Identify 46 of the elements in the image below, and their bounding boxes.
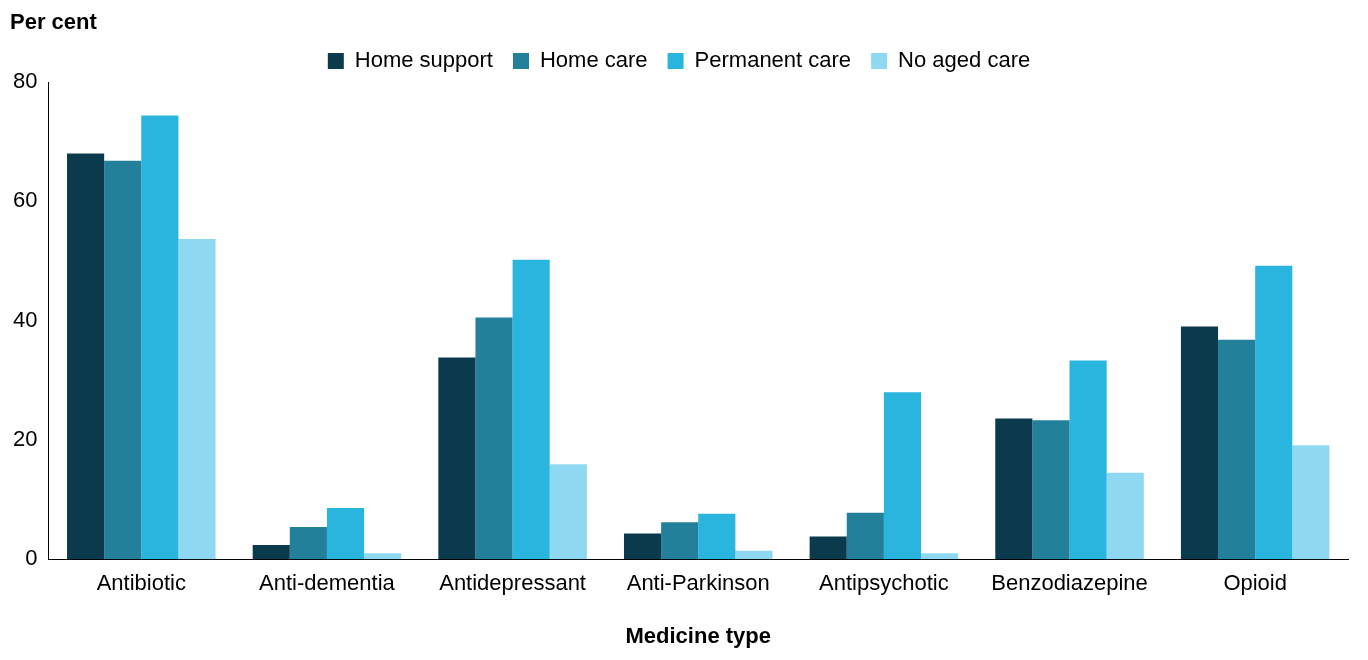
bar [364, 553, 402, 560]
bar [1292, 445, 1330, 560]
x-tick-label: Antidepressant [439, 570, 586, 596]
bar [438, 357, 476, 560]
legend-label: Permanent care [694, 47, 852, 73]
x-tick-label: Antibiotic [96, 570, 186, 596]
y-tick-label: 40 [12, 306, 38, 332]
bar [512, 259, 550, 560]
bar [623, 533, 662, 560]
bar [178, 238, 216, 560]
bar [1218, 339, 1256, 560]
y-tick-label: 60 [12, 187, 38, 213]
bar [883, 392, 922, 560]
bar [995, 418, 1033, 560]
x-tick-label: Anti-Parkinson [626, 570, 770, 596]
x-tick-label: Antipsychotic [819, 570, 949, 596]
bar [549, 464, 587, 560]
bar [1180, 326, 1219, 560]
bar [289, 526, 327, 560]
bar [326, 507, 365, 560]
bar [141, 115, 179, 560]
bar [104, 160, 142, 560]
bar [921, 553, 959, 560]
bar [475, 317, 513, 560]
x-tick-label: Benzodiazepine [991, 570, 1148, 596]
y-axis-title: Per cent [10, 9, 98, 35]
y-tick-label: 20 [12, 425, 38, 451]
bar [1106, 472, 1144, 560]
bar [67, 153, 105, 560]
bar [1069, 360, 1107, 560]
bar [661, 522, 699, 560]
x-tick-label: Anti-dementia [259, 570, 396, 596]
bar [809, 536, 847, 560]
bar [252, 544, 290, 560]
bar [735, 550, 773, 560]
legend-label: No aged care [898, 47, 1031, 73]
bar [698, 513, 736, 560]
x-axis-title: Medicine type [625, 622, 771, 648]
legend-label: Home support [354, 47, 493, 73]
bar [846, 512, 884, 560]
legend-label: Home care [539, 47, 648, 73]
bar [1255, 265, 1293, 560]
y-tick-label: 80 [12, 68, 38, 94]
x-tick-label: Opioid [1223, 570, 1287, 596]
y-tick-label: 0 [25, 545, 38, 571]
bar [1032, 420, 1070, 560]
